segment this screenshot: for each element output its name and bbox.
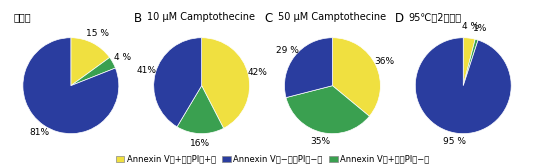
Text: 15 %: 15 % (86, 29, 109, 38)
Text: 16%: 16% (190, 139, 210, 148)
Wedge shape (71, 38, 110, 86)
Text: 36%: 36% (374, 57, 395, 66)
Wedge shape (332, 38, 380, 116)
Wedge shape (463, 38, 475, 86)
Text: 81%: 81% (29, 128, 49, 137)
Text: C: C (264, 12, 272, 25)
Text: 4 %: 4 % (113, 53, 131, 62)
Wedge shape (463, 39, 478, 86)
Text: 41%: 41% (136, 66, 156, 75)
Wedge shape (286, 86, 370, 134)
Text: 95℃で2分処理: 95℃で2分処理 (409, 12, 462, 22)
Text: D: D (395, 12, 404, 25)
Text: 50 μM Camptothecine: 50 μM Camptothecine (278, 12, 386, 22)
Text: 95 %: 95 % (443, 137, 466, 146)
Text: 10 μM Camptothecine: 10 μM Camptothecine (147, 12, 255, 22)
Wedge shape (23, 38, 119, 134)
Wedge shape (284, 38, 332, 98)
Legend: Annexin V（+），PI（+）, Annexin V（−），PI（−）, Annexin V（+），PI（−）: Annexin V（+），PI（+）, Annexin V（−），PI（−）, … (116, 155, 429, 164)
Text: B: B (134, 12, 142, 25)
Text: 4 %: 4 % (462, 22, 479, 31)
Wedge shape (415, 38, 511, 134)
Wedge shape (71, 57, 116, 86)
Wedge shape (154, 38, 202, 127)
Wedge shape (202, 38, 250, 128)
Wedge shape (177, 86, 223, 134)
Text: 35%: 35% (310, 137, 330, 146)
Text: 1%: 1% (473, 24, 487, 33)
Text: 未処理: 未処理 (14, 12, 31, 22)
Text: 29 %: 29 % (276, 46, 299, 55)
Text: 42%: 42% (247, 68, 268, 77)
